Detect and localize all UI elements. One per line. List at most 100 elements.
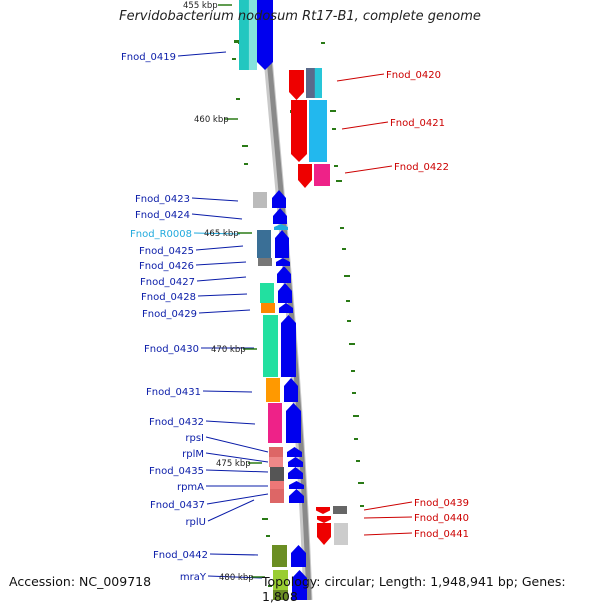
gene-fnod-0419-arrow bbox=[257, 0, 273, 70]
genome-title: Fervidobacterium nodosum Rt17-B1, comple… bbox=[119, 9, 481, 24]
gc-tick bbox=[353, 415, 359, 417]
right-gene-label[interactable]: Fnod_0441 bbox=[414, 529, 469, 540]
gene-fnod-0441-arrow bbox=[317, 523, 331, 545]
gene-fnod-0421-cog bbox=[309, 100, 327, 162]
gc-tick bbox=[351, 370, 355, 372]
scale-labels: 455 kbp 460 kbp 465 kbp 470 kbp 475 kbp 480 k… bbox=[183, 1, 265, 583]
scale-label: 480 kbp bbox=[219, 573, 254, 583]
gc-tick bbox=[236, 98, 240, 100]
left-gene-label[interactable]: Fnod_0427 bbox=[140, 277, 195, 288]
gene-fnod-0425-cog bbox=[257, 230, 271, 258]
gene-fnod-0423-cog bbox=[253, 192, 267, 208]
gene-features bbox=[239, 0, 348, 600]
gene-fnod-0423-arrow bbox=[272, 190, 286, 208]
left-gene-label[interactable]: Fnod_0419 bbox=[121, 52, 176, 63]
left-gene-label[interactable]: Fnod_0432 bbox=[149, 417, 204, 428]
left-gene-label[interactable]: Fnod_0442 bbox=[153, 550, 208, 561]
right-gene-label[interactable]: Fnod_0422 bbox=[394, 162, 449, 173]
gene-fnod-0422-cog bbox=[314, 164, 330, 186]
left-gene-label[interactable]: rpmA bbox=[177, 482, 204, 493]
left-gene-label[interactable]: Fnod_0423 bbox=[135, 194, 190, 205]
gc-tick bbox=[234, 40, 242, 43]
gc-tick bbox=[334, 165, 338, 167]
gc-tick bbox=[244, 163, 248, 165]
gene-mray-arrow bbox=[292, 570, 307, 600]
gene-fnod-0425-arrow bbox=[275, 230, 289, 258]
gene-rplm-cog bbox=[269, 457, 283, 467]
right-gene-label[interactable]: Fnod_0440 bbox=[414, 513, 469, 524]
gene-fnod-0420-cog bbox=[306, 68, 322, 98]
gene-fnod-0419-cog bbox=[239, 0, 257, 70]
gene-fnod-0426-arrow bbox=[276, 258, 290, 266]
gene-fnod-0442-cog bbox=[272, 545, 287, 567]
gc-tick bbox=[268, 585, 272, 587]
gene-fnod-0428-cog bbox=[260, 283, 274, 303]
left-gene-label[interactable]: Fnod_0435 bbox=[149, 466, 204, 477]
gc-tick bbox=[332, 128, 336, 130]
scale-label: 465 kbp bbox=[204, 229, 239, 239]
left-gene-label[interactable]: Fnod_0430 bbox=[144, 344, 199, 355]
left-gene-label[interactable]: Fnod_R0008 bbox=[130, 229, 192, 240]
gene-fnod-0421-arrow bbox=[291, 100, 307, 162]
right-gene-label[interactable]: Fnod_0420 bbox=[386, 70, 441, 81]
scale-label: 475 kbp bbox=[216, 459, 251, 469]
left-gene-label[interactable]: Fnod_0437 bbox=[150, 500, 205, 511]
gene-fnod-0426-cog bbox=[258, 258, 272, 266]
gene-rpma-cog bbox=[270, 481, 284, 489]
gene-fnod-0437-arrow bbox=[289, 489, 304, 503]
gc-tick bbox=[340, 227, 344, 229]
gene-fnod-0428-arrow bbox=[278, 283, 292, 303]
gc-tick bbox=[356, 460, 360, 462]
gene-fnod-0437-cog bbox=[270, 489, 284, 503]
gene-rpma-arrow bbox=[289, 481, 304, 489]
genome-backbone bbox=[258, 0, 313, 600]
gene-fnod-0429-cog bbox=[261, 303, 275, 313]
accession-label: Accession: NC_009718 bbox=[9, 574, 152, 589]
gc-tick bbox=[232, 58, 236, 60]
gc-tick bbox=[346, 300, 350, 302]
left-gene-label[interactable]: Fnod_0425 bbox=[139, 246, 194, 257]
scale-label: 455 kbp bbox=[183, 1, 218, 11]
gene-fnod-0439-cog bbox=[333, 506, 347, 514]
gc-tick bbox=[336, 180, 342, 182]
gene-fnod-0422-arrow bbox=[298, 164, 312, 188]
left-gene-label[interactable]: Fnod_0429 bbox=[142, 309, 197, 320]
left-gene-label[interactable]: Fnod_0431 bbox=[146, 387, 201, 398]
gene-fnod-0432-cog bbox=[268, 403, 282, 443]
right-gene-labels: Fnod_0420 Fnod_0421 Fnod_0422 Fnod_0439 Fnod… bbox=[386, 70, 469, 540]
gene-rpsi-cog bbox=[269, 447, 283, 457]
gene-fnod-0427-arrow bbox=[277, 266, 291, 283]
gc-tick bbox=[266, 535, 270, 537]
gene-fnod-0430-cog bbox=[263, 315, 278, 377]
gc-tick bbox=[321, 42, 325, 44]
gene-fnod-0424-arrow bbox=[273, 208, 287, 224]
left-gene-label[interactable]: rplU bbox=[185, 517, 206, 528]
gc-tick bbox=[347, 320, 351, 322]
gene-fnod-0429-arrow bbox=[279, 303, 293, 313]
gene-fnod-0440-arrow bbox=[317, 516, 331, 523]
left-gene-label[interactable]: Fnod_0428 bbox=[141, 292, 196, 303]
left-gene-label[interactable]: Fnod_0424 bbox=[135, 210, 190, 221]
left-gene-label[interactable]: rplM bbox=[182, 449, 204, 460]
gc-tick bbox=[358, 482, 364, 484]
gene-rpsi-arrow bbox=[287, 447, 302, 457]
scale-label: 460 kbp bbox=[194, 115, 229, 125]
gc-tick bbox=[242, 145, 248, 147]
gene-fnod-0430-arrow bbox=[281, 315, 296, 377]
left-gene-label[interactable]: rpsI bbox=[185, 433, 204, 444]
gc-tick bbox=[360, 505, 364, 507]
gc-tick bbox=[342, 248, 346, 250]
right-gene-label[interactable]: Fnod_0439 bbox=[414, 498, 469, 509]
gene-fnod-r0008-arrow bbox=[274, 224, 288, 230]
left-gene-label[interactable]: mraY bbox=[180, 572, 207, 583]
gc-tick bbox=[330, 110, 336, 112]
gene-mray-cog-b bbox=[273, 590, 288, 600]
right-gene-label[interactable]: Fnod_0421 bbox=[390, 118, 445, 129]
gc-tick bbox=[349, 343, 355, 345]
gene-fnod-0435-arrow bbox=[288, 467, 303, 479]
gc-tick bbox=[344, 275, 350, 277]
left-gene-labels: Fnod_0419 Fnod_0423 Fnod_0424 Fnod_R0008 Fno… bbox=[121, 52, 208, 583]
left-gene-label[interactable]: Fnod_0426 bbox=[139, 261, 194, 272]
gc-tick bbox=[354, 438, 358, 440]
